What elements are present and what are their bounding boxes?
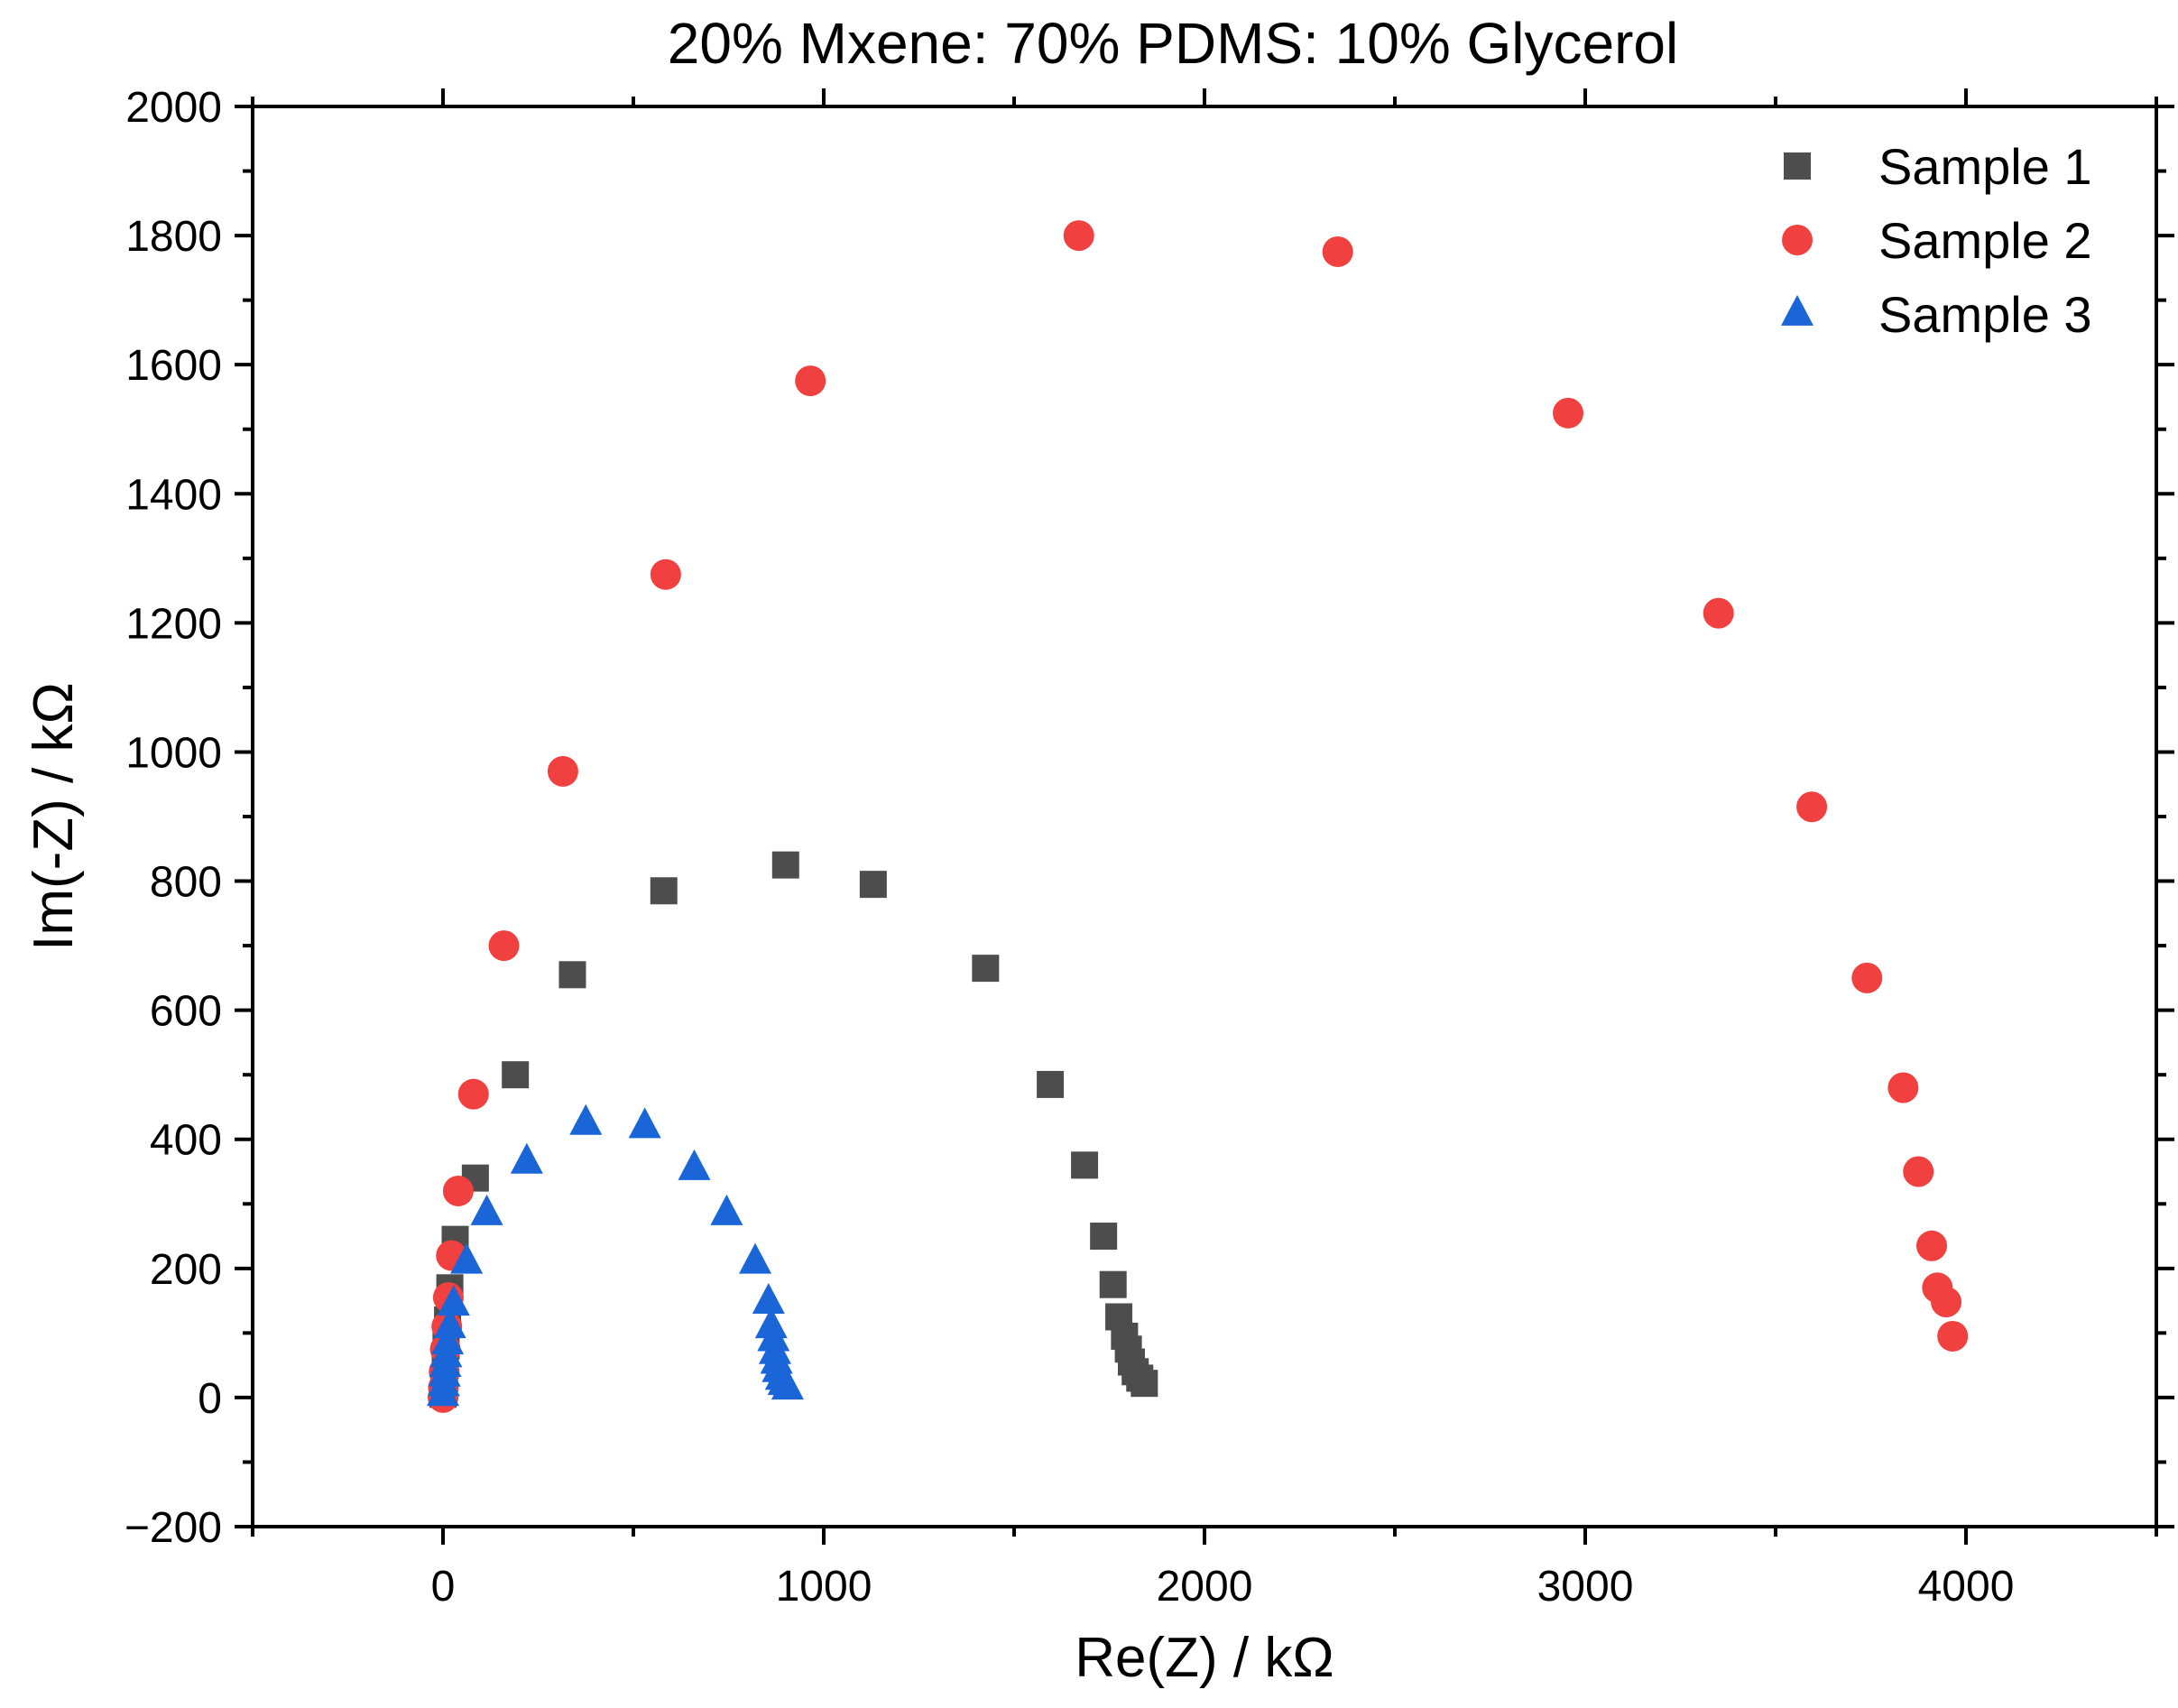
sample-2-point	[1553, 397, 1584, 429]
series-sample-1	[429, 851, 1158, 1408]
legend-label-sample-2: Sample 2	[1878, 212, 2092, 269]
sample-2-point	[547, 755, 578, 787]
sample-1-point	[1071, 1151, 1099, 1179]
y-tick-label: 1400	[125, 471, 222, 519]
sample-2-point	[795, 365, 826, 397]
sample-1-point	[1131, 1370, 1158, 1398]
sample-3-point	[710, 1194, 743, 1225]
sample-2-point	[1063, 220, 1094, 252]
y-tick-label: 800	[150, 859, 222, 907]
sample-3-point	[752, 1282, 785, 1314]
sample-2-point	[1796, 791, 1828, 823]
sample-2-point	[457, 1078, 489, 1110]
sample-1-point	[972, 955, 1000, 983]
series-sample-2	[428, 220, 1969, 1413]
sample-2-point	[1322, 235, 1353, 267]
legend-marker-sample-1	[1784, 152, 1811, 180]
sample-3-point	[771, 1369, 804, 1400]
y-tick-label: 1000	[125, 729, 222, 777]
sample-2-point	[1916, 1230, 1948, 1261]
y-axis-label: Im(-Z) / kΩ	[23, 682, 85, 951]
y-tick-label: 0	[198, 1375, 222, 1423]
y-tick-label: 1600	[125, 342, 222, 390]
x-tick-label: 3000	[1537, 1563, 1634, 1611]
plot-frame	[251, 105, 2158, 1528]
sample-2-point	[1931, 1287, 1962, 1318]
sample-1-point	[859, 871, 887, 899]
y-tick-label: −200	[125, 1504, 222, 1552]
sample-2-point	[1851, 962, 1883, 993]
sample-1-point	[1090, 1223, 1118, 1251]
y-tick-label: 600	[150, 988, 222, 1036]
sample-1-point	[771, 851, 799, 879]
sample-3-point	[739, 1242, 772, 1274]
sample-2-point	[442, 1175, 474, 1206]
sample-1-point	[1099, 1270, 1127, 1298]
y-tick-label: 1800	[125, 213, 222, 261]
series-sample-3	[427, 1103, 804, 1407]
sample-2-point	[488, 930, 520, 962]
x-tick-label: 0	[431, 1563, 456, 1611]
sample-3-point	[569, 1103, 603, 1135]
x-tick-label: 2000	[1157, 1563, 1253, 1611]
sample-2-point	[1887, 1072, 1919, 1103]
sample-1-point	[558, 961, 586, 989]
sample-3-point	[431, 1324, 465, 1355]
data-points	[427, 220, 1969, 1413]
sample-3-point	[437, 1285, 470, 1316]
x-tick-label: 4000	[1918, 1563, 2015, 1611]
sample-2-point	[1903, 1156, 1934, 1187]
legend-label-sample-1: Sample 1	[1878, 138, 2092, 195]
sample-1-point	[650, 877, 678, 905]
sample-3-point	[757, 1320, 790, 1352]
sample-1-point	[1037, 1070, 1065, 1098]
sample-2-point	[1703, 597, 1734, 629]
sample-3-point	[433, 1307, 466, 1339]
sample-3-point	[754, 1307, 788, 1339]
chart-title: 20% Mxene: 70% PDMS: 10% Glycerol	[668, 11, 1678, 76]
x-axis-label: Re(Z) / kΩ	[1075, 1627, 1334, 1689]
y-tick-label: 200	[150, 1246, 222, 1294]
sample-3-point	[450, 1242, 484, 1274]
sample-3-point	[510, 1142, 543, 1174]
sample-3-point	[628, 1107, 661, 1139]
legend-label-sample-3: Sample 3	[1878, 286, 2092, 343]
sample-1-point	[502, 1061, 530, 1089]
sample-2-point	[650, 559, 681, 590]
y-tick-label: 1200	[125, 600, 222, 648]
axis-ticks: 0 1000 2000 3000 4000 −200 0 200 400 600 800 1000 12…	[125, 84, 2174, 1611]
sample-2-point	[1937, 1320, 1969, 1352]
legend-marker-sample-2	[1782, 225, 1813, 255]
y-tick-label: 400	[150, 1117, 222, 1165]
sample-3-point	[470, 1194, 503, 1225]
legend-marker-sample-3	[1781, 294, 1813, 326]
y-tick-label: 2000	[125, 84, 222, 132]
legend: Sample 1 Sample 2 Sample 3	[1781, 138, 2092, 343]
sample-3-point	[678, 1149, 711, 1180]
x-tick-label: 1000	[776, 1563, 872, 1611]
